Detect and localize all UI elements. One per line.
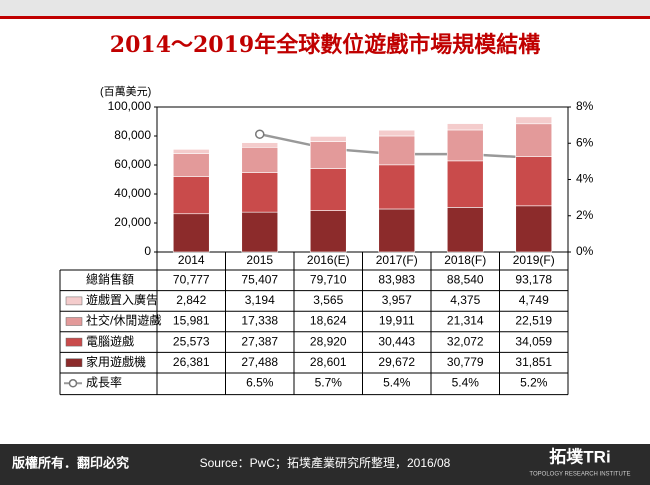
table-cell: 5.4% bbox=[383, 375, 411, 389]
x-tick-label: 2018(F) bbox=[444, 253, 486, 267]
table-cell: 31,851 bbox=[515, 355, 552, 369]
y2-tick-label: 4% bbox=[576, 172, 594, 186]
table-cell: 34,059 bbox=[515, 334, 552, 348]
bar bbox=[241, 172, 279, 213]
legend-swatch bbox=[65, 317, 83, 326]
row-label: 電腦遊戲 bbox=[86, 333, 134, 348]
table-cell: 29,672 bbox=[378, 355, 415, 369]
legend-marker bbox=[68, 379, 78, 388]
row-label: 遊戲置入廣告 bbox=[86, 292, 158, 307]
table-cell: 3,957 bbox=[382, 293, 412, 307]
table-cell: 83,983 bbox=[378, 272, 415, 286]
table-cell: 27,488 bbox=[241, 355, 278, 369]
table-cell: 3,565 bbox=[313, 293, 343, 307]
table-cell: 28,601 bbox=[310, 355, 347, 369]
table-cell: 88,540 bbox=[447, 272, 484, 286]
y-tick-label: 20,000 bbox=[114, 215, 151, 229]
bar bbox=[309, 136, 347, 142]
table-cell: 3,194 bbox=[245, 293, 275, 307]
table-cell: 30,779 bbox=[447, 355, 484, 369]
table-cell: 26,381 bbox=[173, 355, 210, 369]
bar bbox=[446, 129, 484, 162]
source: Source：PwC；拓墣產業研究所整理，2016/08 bbox=[200, 455, 451, 470]
growth-point bbox=[255, 129, 265, 139]
bar bbox=[172, 213, 210, 253]
bar bbox=[446, 123, 484, 131]
table-cell: 17,338 bbox=[241, 314, 278, 328]
x-tick-label: 2015 bbox=[246, 253, 273, 267]
y-tick-label: 80,000 bbox=[114, 128, 151, 142]
table-cell: 2,842 bbox=[176, 293, 206, 307]
y2-tick-label: 0% bbox=[576, 244, 594, 258]
table-cell: 6.5% bbox=[246, 375, 274, 389]
x-tick-label: 2017(F) bbox=[376, 253, 418, 267]
row-label: 家用遊戲機 bbox=[86, 354, 146, 369]
bar bbox=[515, 156, 553, 207]
table-cell: 4,749 bbox=[519, 293, 549, 307]
header-rule bbox=[0, 16, 650, 19]
y-tick-label: 60,000 bbox=[114, 157, 151, 171]
row-label: 總銷售額 bbox=[86, 271, 134, 286]
table-cell: 79,710 bbox=[310, 272, 347, 286]
legend-swatch bbox=[65, 358, 83, 367]
bar bbox=[309, 168, 347, 211]
table-cell: 4,375 bbox=[450, 293, 480, 307]
table-cell: 5.4% bbox=[452, 375, 480, 389]
row-label: 成長率 bbox=[86, 374, 122, 389]
table-cell: 5.2% bbox=[520, 375, 548, 389]
bar bbox=[446, 160, 484, 208]
legend-swatch bbox=[65, 337, 83, 347]
table-cell: 18,624 bbox=[310, 314, 347, 328]
table-cell: 21,314 bbox=[447, 314, 484, 328]
header-band bbox=[0, 0, 650, 16]
table-cell: 28,920 bbox=[310, 334, 347, 348]
table-cell: 93,178 bbox=[515, 272, 552, 286]
plot-frame bbox=[156, 106, 569, 253]
bar bbox=[515, 123, 553, 157]
table-cell: 30,443 bbox=[378, 334, 415, 348]
y-tick-label: 0 bbox=[144, 244, 151, 258]
table-cell: 70,777 bbox=[173, 272, 210, 286]
logo-sub: TOPOLOGY RESEARCH INSTITUTE bbox=[529, 472, 630, 478]
bar bbox=[172, 153, 210, 177]
chart-title: 2014～2019年全球數位遊戲市場規模結構 bbox=[110, 32, 540, 58]
bar bbox=[241, 142, 279, 148]
y-tick-label: 40,000 bbox=[114, 186, 151, 200]
y-unit: (百萬美元) bbox=[100, 85, 151, 98]
footer-band bbox=[0, 444, 650, 485]
y-tick-label: 100,000 bbox=[108, 99, 152, 113]
x-tick-label: 2016(E) bbox=[307, 253, 350, 267]
legend-swatch bbox=[65, 296, 83, 306]
table-cell: 32,072 bbox=[447, 334, 484, 348]
y2-tick-label: 8% bbox=[576, 99, 594, 113]
bar bbox=[378, 164, 416, 210]
table-cell: 19,911 bbox=[379, 314, 415, 328]
bar bbox=[378, 129, 416, 137]
bar bbox=[515, 116, 553, 125]
bar bbox=[172, 149, 210, 154]
bar bbox=[446, 207, 484, 253]
table-cell: 25,573 bbox=[173, 334, 210, 348]
x-tick-label: 2014 bbox=[178, 253, 205, 267]
row-label: 社交/休閒遊戲 bbox=[86, 313, 161, 328]
y2-tick-label: 2% bbox=[576, 208, 594, 222]
table-cell: 5.7% bbox=[315, 375, 343, 389]
table-cell: 75,407 bbox=[241, 272, 278, 286]
table-cell: 15,981 bbox=[173, 314, 210, 328]
bar bbox=[309, 141, 347, 169]
bar bbox=[241, 211, 279, 253]
copyright: 版權所有．翻印必究 bbox=[12, 455, 129, 470]
bar bbox=[378, 135, 416, 166]
bar bbox=[515, 205, 553, 253]
bar bbox=[172, 176, 210, 215]
bar bbox=[241, 146, 279, 173]
bar bbox=[378, 208, 416, 253]
table-cell: 22,519 bbox=[515, 314, 552, 328]
x-tick-label: 2019(F) bbox=[513, 253, 555, 267]
bar bbox=[309, 210, 347, 253]
table-cell: 27,387 bbox=[241, 334, 278, 348]
logo: 拓墣TRi bbox=[549, 447, 610, 466]
y2-tick-label: 6% bbox=[576, 135, 594, 149]
